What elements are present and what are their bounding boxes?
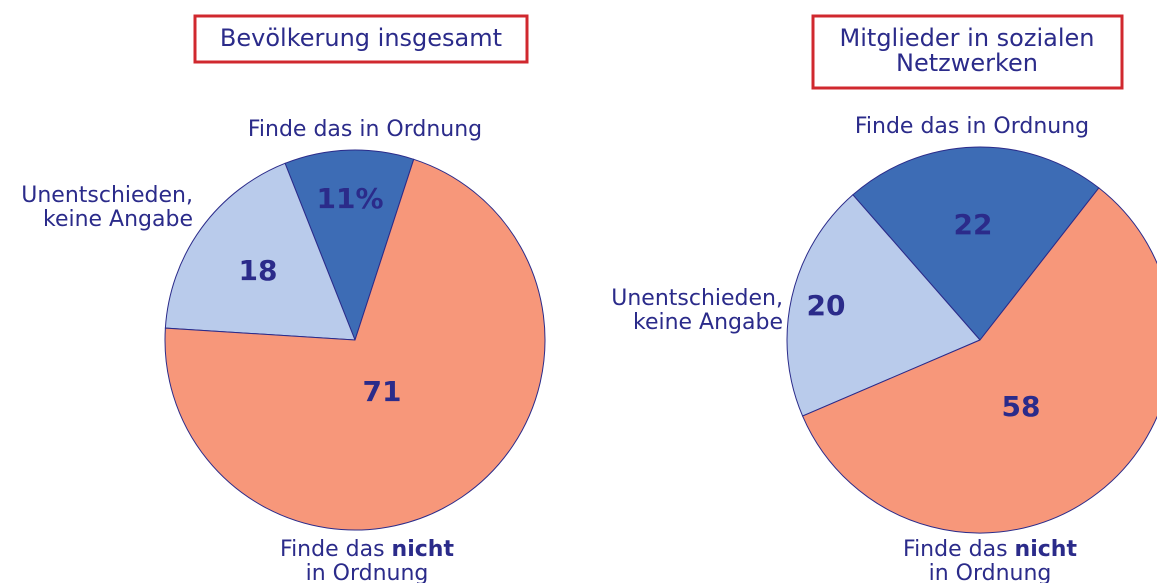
chart-title: Mitglieder in sozialen [840,24,1095,52]
category-label: keine Angabe [43,207,193,232]
category-label-part: keine Angabe [633,310,783,335]
title-box [811,14,1124,90]
value-label: 11% [316,182,383,215]
category-label-part: Finde das in Ordnung [248,117,482,142]
value-label: 58 [1002,390,1041,423]
category-label-part: in Ordnung [929,561,1052,583]
pie-slice [164,162,356,341]
title-box [193,14,529,64]
value-label: 22 [954,208,993,241]
category-label-part: nicht [392,537,455,562]
pie-chart: Bevölkerung insgesamt 11% 18 71 Finde das in… [21,14,546,583]
category-label: in Ordnung [306,561,429,583]
category-label-part: Finde das [280,537,392,562]
category-label-part: Unentschieden, [21,183,193,208]
pie-slice [852,146,1100,341]
category-label-part: keine Angabe [43,207,193,232]
category-label: Finde das in Ordnung [248,117,482,142]
category-label-part: nicht [1015,537,1078,562]
category-label: in Ordnung [929,561,1052,583]
value-label: 18 [239,254,278,287]
chart-title: Netzwerken [896,49,1038,77]
pie-slice [164,158,546,531]
pie-slice [284,149,415,342]
value-label: 20 [807,289,846,322]
chart-title: Bevölkerung insgesamt [220,24,502,52]
category-label: Finde das nicht [903,537,1077,562]
category-label: keine Angabe [633,310,783,335]
category-label-part: Finde das [903,537,1015,562]
category-label: Finde das nicht [280,537,454,562]
category-label-part: Finde das in Ordnung [855,114,1089,139]
category-label: Unentschieden, [21,183,193,208]
category-label: Finde das in Ordnung [855,114,1089,139]
value-label: 71 [363,375,402,408]
category-label: Unentschieden, [611,286,783,311]
pie-slice [786,194,981,417]
pie-slice [801,187,1157,534]
category-label-part: Unentschieden, [611,286,783,311]
category-label-part: in Ordnung [306,561,429,583]
